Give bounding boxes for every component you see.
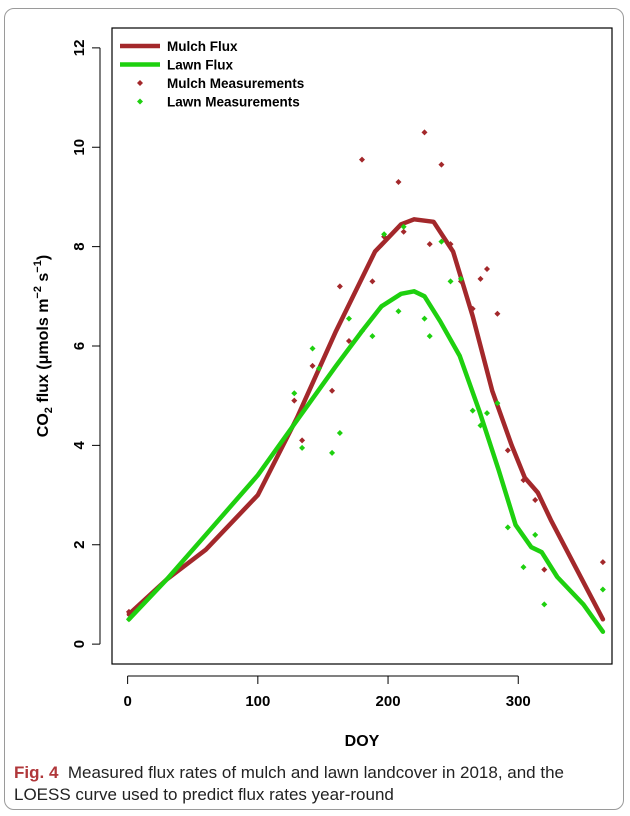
mulch-measurements-point [532,497,539,504]
mulch-measurements-point [477,275,484,282]
legend-label-mulch-flux: Mulch Flux [167,39,238,54]
y-axis-label: CO2 flux (μmols m−2 s−1) [32,255,55,437]
mulch-measurements-point [447,241,454,248]
legend-swatch-lawn-measurements [137,98,143,105]
lawn-measurements-point [299,444,306,451]
lawn-measurements-point [504,524,511,531]
lawn-measurements-point [125,616,132,623]
mulch-measurements-point [125,608,132,615]
mulch-measurements-point [599,559,606,566]
lawn-measurements-point [316,365,323,372]
lawn-measurements-point [426,333,433,340]
legend-label-lawn-measurements: Lawn Measurements [167,95,300,110]
mulch-measurements-point [426,241,433,248]
series-layer [125,129,606,634]
mulch-measurements-point [369,278,376,285]
lawn-measurements-point [541,601,548,608]
legend-label-mulch-measurements: Mulch Measurements [167,76,304,91]
mulch-measurements-point [421,129,428,136]
mulch-measurements-point [438,161,445,168]
lawn-measurements-point [477,422,484,429]
lawn-measurements-point [457,275,464,282]
lawn-measurements-point [369,333,376,340]
y-tick-label: 0 [71,640,88,648]
mulch-measurements-point [484,265,490,272]
lawn-measurements-point [400,223,407,230]
lawn-measurements-point [336,429,343,436]
mulch-measurements-point [469,305,476,312]
mulch-measurements-point [359,156,365,163]
figure-caption: Fig. 4 Measured flux rates of mulch and … [14,762,614,806]
x-tick-label: 0 [123,693,131,710]
lawn-measurements-point [359,328,365,335]
mulch-measurements-point [520,477,527,484]
figure-frame [4,8,624,810]
mulch-measurements-point [504,447,511,454]
lawn-measurements-point [447,278,454,285]
mulch-measurements-point [309,362,316,369]
y-tick-label: 8 [71,242,88,250]
chart: 0 2 4 6 8 10 12 0 100 200 300 Mulch Flux Lawn Flux… [32,27,613,750]
x-tick-label: 100 [245,693,270,710]
y-tick-label: 12 [71,40,88,57]
mulch-measurements-point [494,310,501,317]
lawn-measurements-point [484,410,490,417]
legend-swatch-mulch-measurements [137,80,143,86]
mulch-measurements-point [345,338,352,345]
y-tick-label: 4 [71,441,88,450]
lawn-measurements-point [494,400,501,407]
y-tick-label: 6 [71,342,88,350]
y-tick-label: 10 [71,139,88,156]
lawn-measurements-point [469,407,476,414]
lawn-measurements-point [329,449,336,456]
lawn-measurements-point [438,238,445,245]
figure-caption-text: Measured flux rates of mulch and lawn la… [14,763,564,804]
mulch-measurements-point [336,283,343,290]
mulch-measurements-point [329,387,336,394]
mulch-flux-line [126,217,606,622]
lawn-measurements-point [520,564,527,571]
lawn-measurements-point [381,231,388,238]
plot-area-border [111,27,613,665]
lawn-measurements-point [421,315,428,322]
lawn-measurements-point [309,345,316,352]
lawn-measurements-point [599,586,606,593]
figure-label: Fig. 4 [14,763,59,782]
x-tick-label: 300 [506,693,531,710]
mulch-measurements-point [400,228,407,235]
lawn-measurements-point [345,315,352,322]
y-tick-label: 2 [71,541,88,549]
mulch-measurements-point [291,397,298,404]
lawn-measurements-point [395,308,402,315]
mulch-measurements-point [299,437,306,444]
lawn-measurements-point [291,390,298,397]
x-axis: 0 100 200 300 [123,675,531,710]
legend: Mulch Flux Lawn Flux Mulch Measurements Law… [120,39,304,110]
x-tick-label: 200 [376,693,401,710]
mulch-measurements-point [541,566,548,573]
lawn-flux-line [126,289,606,634]
x-axis-label: DOY [345,733,380,750]
lawn-measurements-point [532,531,539,538]
mulch-measurements-point [395,179,402,186]
y-axis: 0 2 4 6 8 10 12 [71,40,101,648]
legend-label-lawn-flux: Lawn Flux [167,58,233,73]
